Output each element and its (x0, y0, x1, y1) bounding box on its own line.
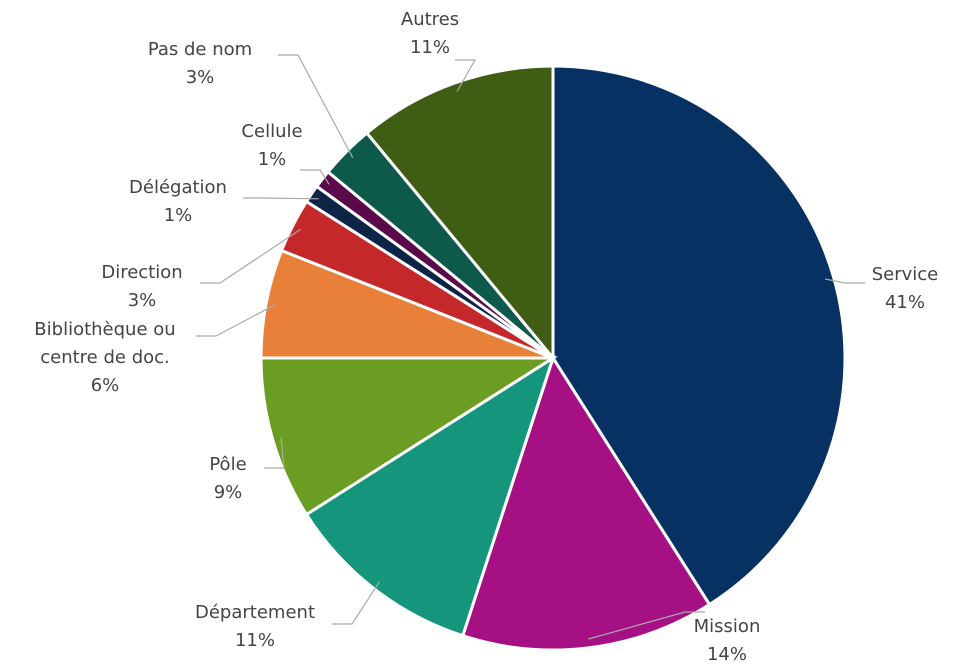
leader-line (264, 436, 285, 469)
leader-line (588, 611, 705, 640)
leader-line (332, 581, 380, 625)
percent-label: 9% (213, 482, 243, 503)
data-label: Département 11% (165, 599, 345, 655)
data-label: Délégation 1% (103, 174, 253, 230)
category-label: Service (871, 264, 939, 285)
category-label: Bibliothèque ou centre de doc. (34, 319, 176, 368)
percent-label: 6% (90, 375, 120, 396)
leader-line (196, 304, 276, 337)
pie-slice (364, 64, 555, 363)
leader-line (455, 59, 477, 92)
data-label: Cellule 1% (217, 118, 327, 174)
category-label: Département (195, 602, 315, 623)
percent-label: 11% (234, 630, 275, 651)
category-label: Délégation (129, 177, 227, 198)
percent-label: 1% (163, 205, 193, 226)
pie-slice (259, 356, 559, 517)
category-label: Direction (101, 262, 183, 283)
category-label: Pas de nom (147, 39, 253, 60)
percent-label: 41% (884, 292, 925, 313)
leader-line (243, 197, 319, 200)
category-label: Pôle (209, 454, 247, 475)
pie-slice (551, 64, 847, 607)
pie-slice (460, 354, 712, 652)
leader-line (278, 54, 354, 159)
percent-label: 3% (127, 290, 157, 311)
data-label: Autres 11% (375, 6, 485, 62)
category-label: Cellule (241, 121, 303, 142)
data-label: Service 41% (845, 261, 957, 317)
data-label: Mission 14% (667, 613, 787, 666)
data-label: Pôle 9% (188, 451, 268, 507)
percent-label: 14% (706, 644, 747, 665)
pie-slice (304, 354, 556, 638)
leader-line (824, 278, 865, 284)
category-label: Autres (400, 9, 460, 30)
percent-label: 1% (257, 149, 287, 170)
leader-line (300, 169, 330, 185)
percent-label: 11% (409, 37, 450, 58)
percent-label: 3% (185, 67, 215, 88)
leader-line (200, 228, 301, 284)
data-label: Bibliothèque ou centre de doc. 6% (5, 316, 205, 400)
data-label: Pas de nom 3% (120, 36, 280, 92)
data-label: Direction 3% (72, 259, 212, 315)
category-label: Mission (693, 616, 761, 637)
